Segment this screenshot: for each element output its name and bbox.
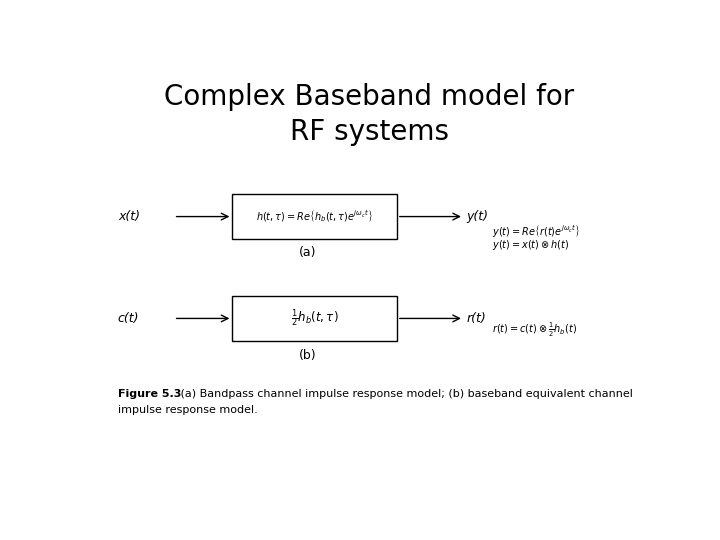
Text: (a): (a)	[299, 246, 316, 259]
Text: $y(t) = x(t) \otimes h(t)$: $y(t) = x(t) \otimes h(t)$	[492, 238, 569, 252]
Text: impulse response model.: impulse response model.	[118, 405, 258, 415]
Text: $r(t) = c(t) \otimes \frac{1}{2}h_b(t)$: $r(t) = c(t) \otimes \frac{1}{2}h_b(t)$	[492, 321, 577, 339]
Text: (a) Bandpass channel impulse response model; (b) baseband equivalent channel: (a) Bandpass channel impulse response mo…	[170, 389, 633, 399]
Text: r(t): r(t)	[467, 312, 487, 325]
Text: Complex Baseband model for
RF systems: Complex Baseband model for RF systems	[164, 83, 574, 146]
Text: $\frac{1}{2}h_b(t,\tau)$: $\frac{1}{2}h_b(t,\tau)$	[291, 308, 338, 329]
FancyBboxPatch shape	[233, 295, 397, 341]
Text: x(t): x(t)	[118, 210, 140, 223]
FancyBboxPatch shape	[233, 194, 397, 239]
Text: (b): (b)	[299, 348, 316, 361]
Text: $y(t) = Re\left\{r(t)e^{j\omega_c t}\right\}$: $y(t) = Re\left\{r(t)e^{j\omega_c t}\rig…	[492, 223, 580, 239]
Text: y(t): y(t)	[467, 210, 489, 223]
Text: $h(t,\tau) = Re\left\{h_b(t,\tau)e^{j\omega_c t}\right\}$: $h(t,\tau) = Re\left\{h_b(t,\tau)e^{j\om…	[256, 209, 373, 224]
Text: c(t): c(t)	[118, 312, 140, 325]
Text: Figure 5.3: Figure 5.3	[118, 389, 181, 399]
